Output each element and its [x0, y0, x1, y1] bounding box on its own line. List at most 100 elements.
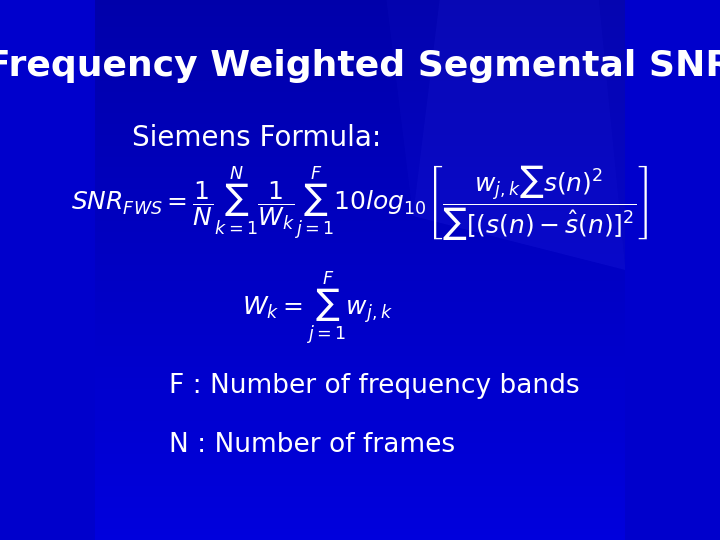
Bar	[94, 524, 626, 529]
Polygon shape	[387, 0, 626, 270]
Bar	[94, 0, 626, 5]
Bar	[94, 362, 626, 367]
Bar	[94, 367, 626, 373]
Bar	[94, 119, 626, 124]
Bar	[94, 270, 626, 275]
Bar	[94, 221, 626, 227]
Bar	[94, 151, 626, 157]
Bar	[94, 216, 626, 221]
Bar	[94, 135, 626, 140]
Bar	[94, 281, 626, 286]
Bar	[94, 302, 626, 308]
Bar	[94, 329, 626, 335]
Bar	[94, 518, 626, 524]
Bar	[94, 162, 626, 167]
Bar	[94, 167, 626, 173]
Bar	[94, 108, 626, 113]
Bar	[94, 351, 626, 356]
Bar	[94, 513, 626, 518]
Bar	[94, 400, 626, 405]
Bar	[94, 373, 626, 378]
Text: Siemens Formula:: Siemens Formula:	[132, 124, 381, 152]
Bar	[94, 491, 626, 497]
Text: N : Number of frames: N : Number of frames	[169, 433, 455, 458]
Bar	[94, 227, 626, 232]
Bar	[94, 443, 626, 448]
Bar	[94, 194, 626, 200]
Bar	[94, 437, 626, 443]
Text: $SNR_{FWS} = \dfrac{1}{N}\sum_{k=1}^{N}\dfrac{1}{W_k}\sum_{j=1}^{F}10log_{10}\le: $SNR_{FWS} = \dfrac{1}{N}\sum_{k=1}^{N}\…	[71, 163, 649, 242]
Bar	[94, 254, 626, 259]
Bar	[94, 389, 626, 394]
Bar	[94, 97, 626, 103]
Bar	[94, 383, 626, 389]
Bar	[94, 92, 626, 97]
Bar	[94, 86, 626, 92]
Bar	[94, 205, 626, 211]
Bar	[94, 5, 626, 11]
Bar	[94, 140, 626, 146]
Bar	[94, 200, 626, 205]
Bar	[94, 49, 626, 54]
Bar	[94, 427, 626, 432]
Bar	[94, 324, 626, 329]
Bar	[94, 308, 626, 313]
Text: F : Number of frequency bands: F : Number of frequency bands	[169, 373, 580, 399]
Bar	[94, 43, 626, 49]
Bar	[94, 470, 626, 475]
Bar	[94, 124, 626, 130]
Bar	[94, 157, 626, 162]
Bar	[94, 416, 626, 421]
Bar	[94, 32, 626, 38]
Bar	[94, 113, 626, 119]
Bar	[94, 394, 626, 400]
Text: $W_k = \sum_{j=1}^{F} w_{j,k}$: $W_k = \sum_{j=1}^{F} w_{j,k}$	[242, 269, 393, 347]
Bar	[94, 232, 626, 238]
Bar	[94, 11, 626, 16]
Bar	[94, 211, 626, 216]
Bar	[94, 178, 626, 184]
Bar	[94, 346, 626, 351]
Bar	[94, 454, 626, 459]
Bar	[94, 59, 626, 65]
Bar	[94, 313, 626, 319]
Bar	[94, 502, 626, 508]
Bar	[94, 292, 626, 297]
Bar	[94, 243, 626, 248]
Bar	[94, 76, 626, 81]
Bar	[94, 38, 626, 43]
Bar	[94, 184, 626, 189]
Bar	[94, 103, 626, 108]
Bar	[94, 508, 626, 513]
Bar	[94, 130, 626, 135]
Bar	[94, 378, 626, 383]
Bar	[94, 410, 626, 416]
Bar	[94, 535, 626, 540]
Bar	[94, 81, 626, 86]
Bar	[94, 459, 626, 464]
Bar	[94, 16, 626, 22]
Bar	[94, 481, 626, 486]
Bar	[94, 248, 626, 254]
Bar	[94, 448, 626, 454]
Bar	[94, 464, 626, 470]
Bar	[94, 297, 626, 302]
Bar	[94, 286, 626, 292]
Bar	[94, 146, 626, 151]
Bar	[94, 335, 626, 340]
Bar	[94, 340, 626, 346]
Bar	[94, 265, 626, 270]
Bar	[94, 65, 626, 70]
Bar	[94, 22, 626, 27]
Polygon shape	[413, 0, 652, 270]
Bar	[94, 497, 626, 502]
Bar	[94, 475, 626, 481]
Bar	[94, 70, 626, 76]
Text: Frequency Weighted Segmental SNR: Frequency Weighted Segmental SNR	[0, 49, 720, 83]
Bar	[94, 356, 626, 362]
Bar	[94, 421, 626, 427]
Bar	[94, 275, 626, 281]
Bar	[94, 319, 626, 324]
Bar	[94, 54, 626, 59]
Bar	[94, 238, 626, 243]
